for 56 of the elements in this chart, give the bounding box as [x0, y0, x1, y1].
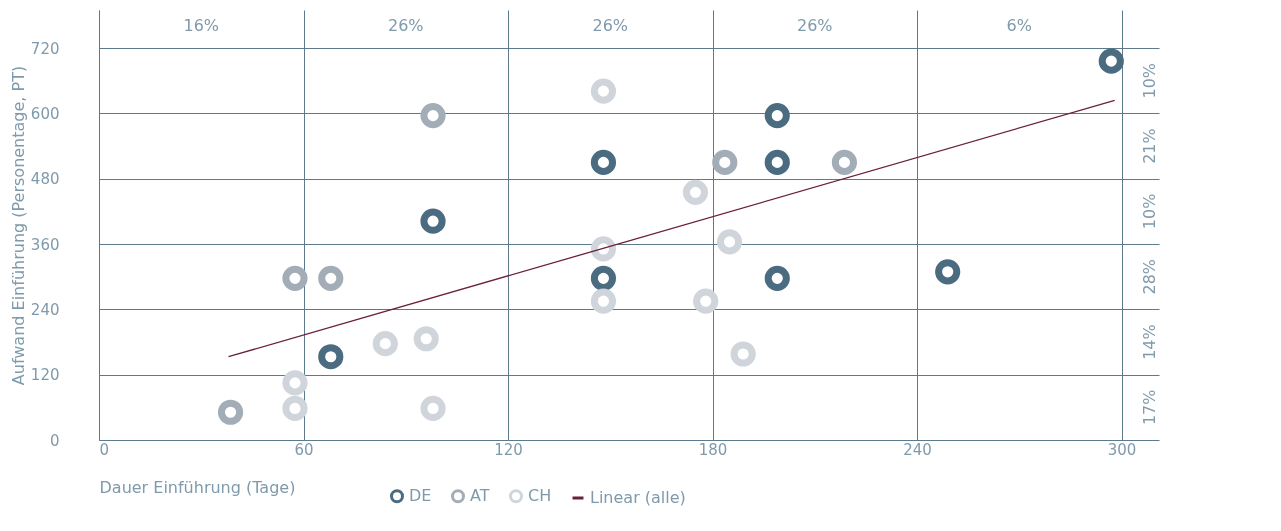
point	[282, 265, 308, 291]
y-tick-label: 480	[30, 170, 60, 189]
legend-label: CH	[528, 486, 552, 506]
point	[764, 149, 790, 175]
x-tick-label: 240	[903, 440, 932, 459]
y-tick-label: 600	[30, 104, 60, 123]
annotation: 14%	[1140, 324, 1160, 360]
point	[764, 103, 790, 129]
annotation: 26%	[387, 16, 424, 36]
point	[217, 399, 244, 425]
y-tick-label: 360	[30, 235, 60, 254]
point	[1098, 48, 1124, 74]
x-tick-label: 180	[698, 440, 728, 459]
point	[282, 395, 308, 421]
point	[590, 78, 617, 104]
point	[420, 208, 446, 234]
point	[764, 265, 790, 291]
annotation: 10%	[1140, 62, 1160, 99]
point	[318, 344, 344, 370]
point	[712, 149, 738, 175]
annotation: 10%	[1140, 193, 1160, 230]
annotation: 6%	[1006, 16, 1032, 36]
point	[590, 288, 617, 314]
annotation: 17%	[1140, 389, 1160, 426]
x-tick-label: 60	[294, 440, 314, 459]
point	[693, 288, 719, 314]
point	[590, 265, 617, 291]
point	[716, 229, 743, 255]
point	[420, 395, 446, 421]
point	[831, 149, 857, 175]
point	[372, 331, 398, 357]
point	[282, 370, 308, 396]
x-tick-label: 300	[1107, 440, 1137, 459]
annotation: 26%	[592, 16, 629, 36]
legend-label: AT	[470, 486, 490, 506]
point	[682, 179, 709, 205]
point	[413, 326, 439, 352]
point	[590, 149, 617, 175]
x-tick-label: 120	[494, 440, 523, 459]
legend-label: DE	[409, 486, 432, 506]
y-axis-title: Aufwand Einführung (Personentage, PT)	[8, 65, 28, 386]
x-tick-label: 0	[99, 440, 110, 459]
point	[420, 103, 446, 129]
point	[935, 259, 961, 285]
point	[318, 265, 344, 291]
point	[730, 341, 756, 367]
x-axis-title: Dauer Einführung (Tage)	[99, 477, 296, 497]
legend-label: Linear (alle)	[590, 488, 686, 507]
y-tick-label: 720	[30, 39, 60, 58]
annotation: 28%	[1140, 258, 1160, 295]
point	[590, 236, 617, 262]
annotation: 26%	[796, 16, 833, 36]
annotation: 16%	[183, 16, 220, 36]
y-tick-label: 240	[30, 300, 60, 319]
y-tick-label: 120	[30, 366, 60, 385]
annotation: 21%	[1140, 128, 1160, 164]
